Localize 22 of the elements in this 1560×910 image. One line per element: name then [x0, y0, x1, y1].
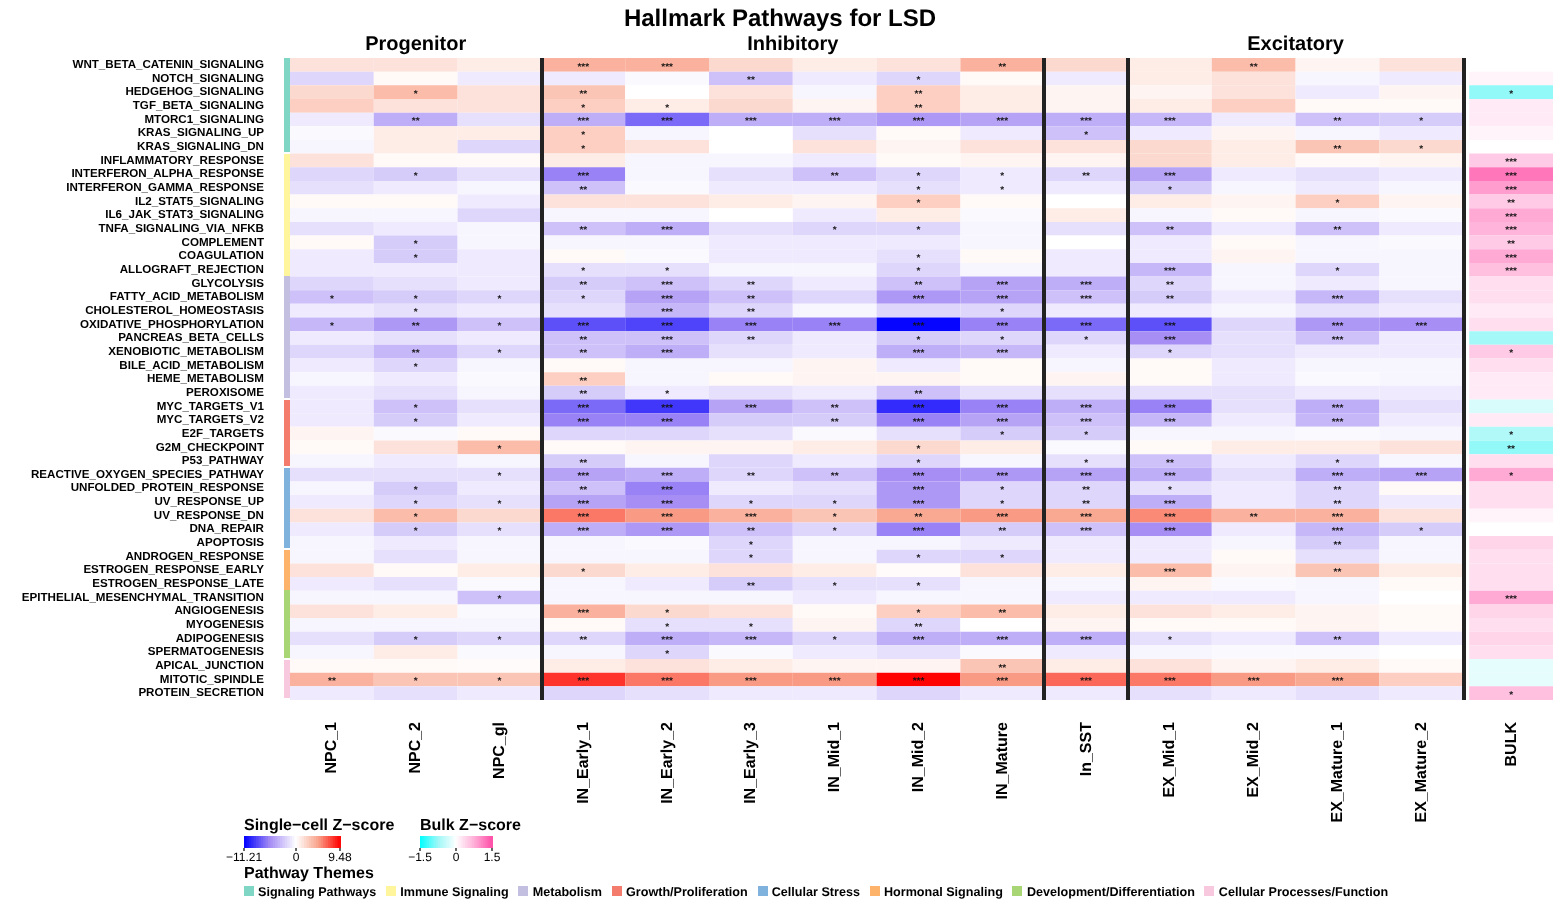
- x-tick-label: IN_Mid_2: [908, 720, 927, 793]
- color-bar-title: Bulk Z−score: [420, 816, 523, 834]
- x-tick-label: NPC_gl: [489, 722, 508, 779]
- x-tick-label: IN_Early_1: [573, 720, 592, 804]
- color-bar-title: Single−cell Z−score: [244, 816, 396, 834]
- x-tick-label: BULK: [1501, 721, 1520, 767]
- x-tick-label: IN_Early_3: [741, 720, 760, 804]
- x-tick-label: IN_Mature: [992, 720, 1011, 800]
- text: Excitatory: [1247, 34, 1345, 56]
- x-tick-label: IN_Mid_1: [825, 720, 844, 793]
- legend-title: Pathway Themes: [244, 864, 375, 882]
- x-tick-label: EX_Mid_1: [1160, 720, 1179, 798]
- x-tick-label: NPC_1: [322, 720, 341, 774]
- x-tick-label: EX_Mid_2: [1244, 720, 1263, 798]
- x-tick-label: IN_Early_2: [657, 720, 676, 804]
- text: Inhibitory: [747, 34, 840, 56]
- x-tick-label: EX_Mature_1: [1327, 720, 1346, 823]
- x-tick-label: NPC_2: [406, 720, 425, 774]
- chart-title: Hallmark Pathways for LSD: [623, 4, 937, 32]
- x-tick-label: In_SST: [1076, 721, 1095, 777]
- text: Progenitor: [365, 34, 467, 56]
- x-tick-label: EX_Mature_2: [1411, 720, 1430, 823]
